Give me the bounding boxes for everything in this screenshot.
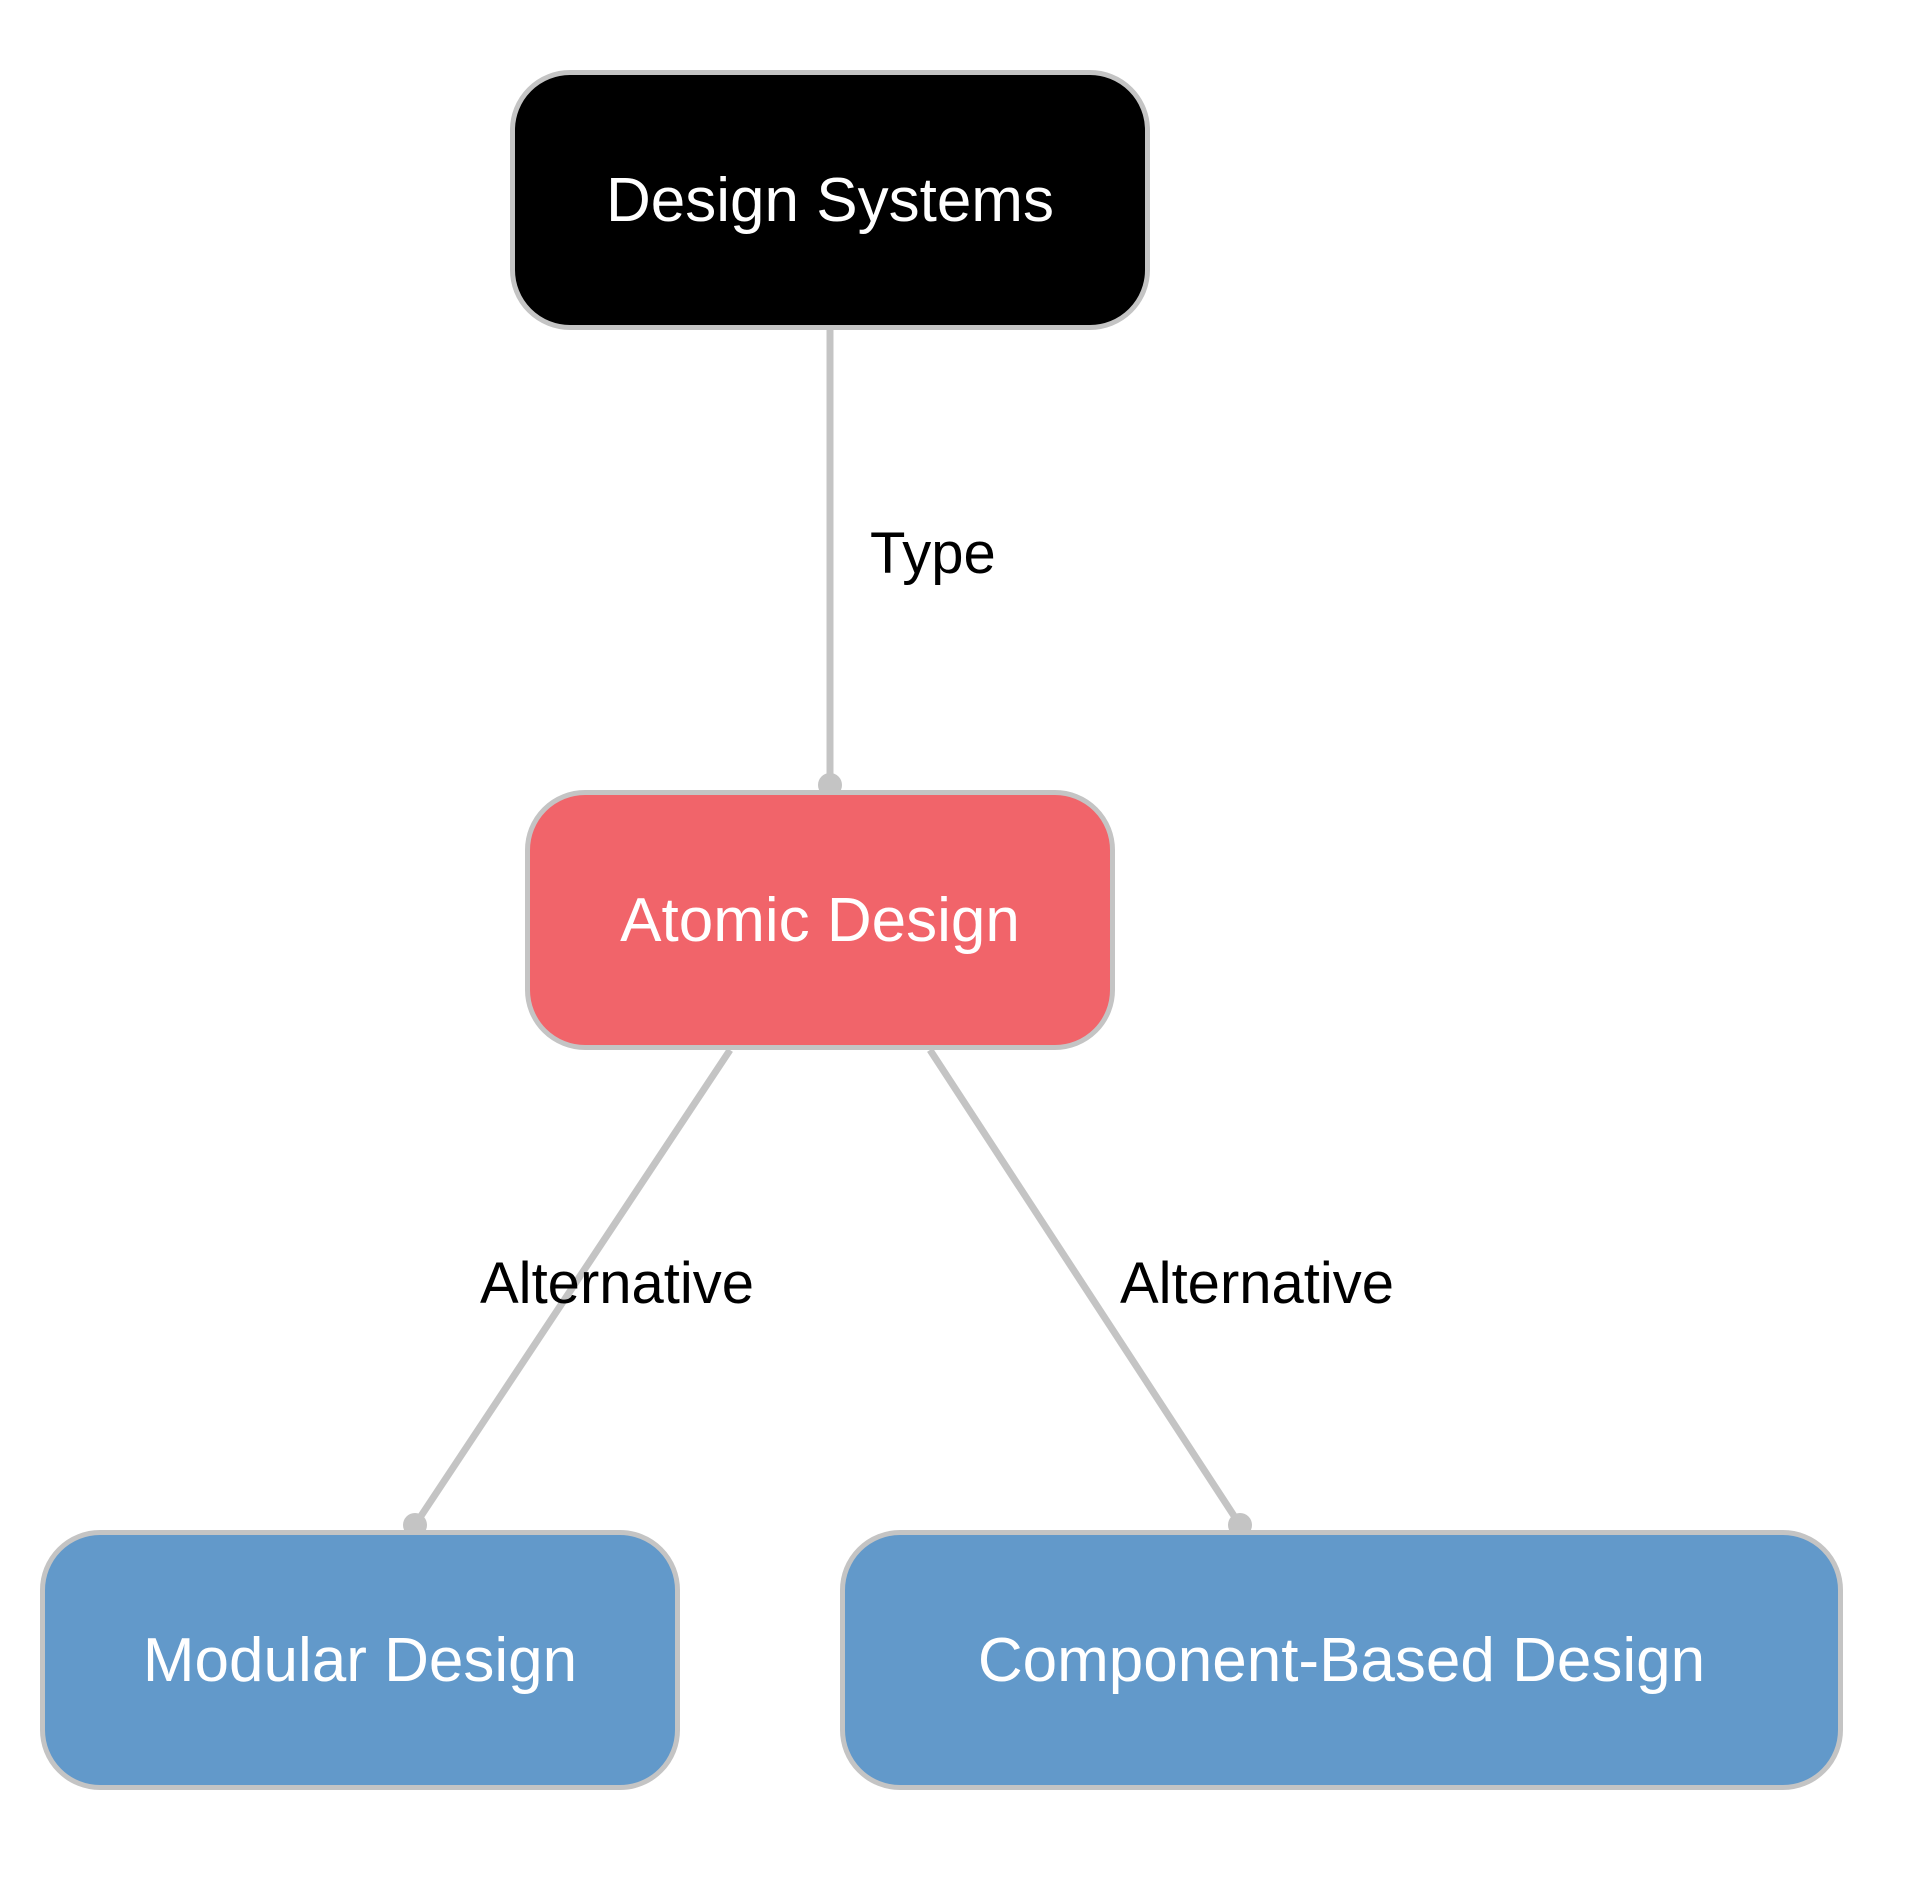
- edge-label-alternative-right: Alternative: [1120, 1250, 1394, 1317]
- diagram-canvas: Type Alternative Alternative Design Syst…: [0, 0, 1920, 1883]
- node-label: Atomic Design: [620, 885, 1020, 956]
- node-label: Modular Design: [143, 1625, 577, 1696]
- node-component-based-design: Component-Based Design: [840, 1530, 1843, 1790]
- edge-type: [818, 330, 842, 797]
- node-modular-design: Modular Design: [40, 1530, 680, 1790]
- node-design-systems: Design Systems: [510, 70, 1150, 330]
- edge-label-type: Type: [870, 520, 996, 587]
- node-label: Design Systems: [606, 165, 1054, 236]
- node-label: Component-Based Design: [978, 1625, 1705, 1696]
- node-atomic-design: Atomic Design: [525, 790, 1115, 1050]
- edge-label-alternative-left: Alternative: [480, 1250, 754, 1317]
